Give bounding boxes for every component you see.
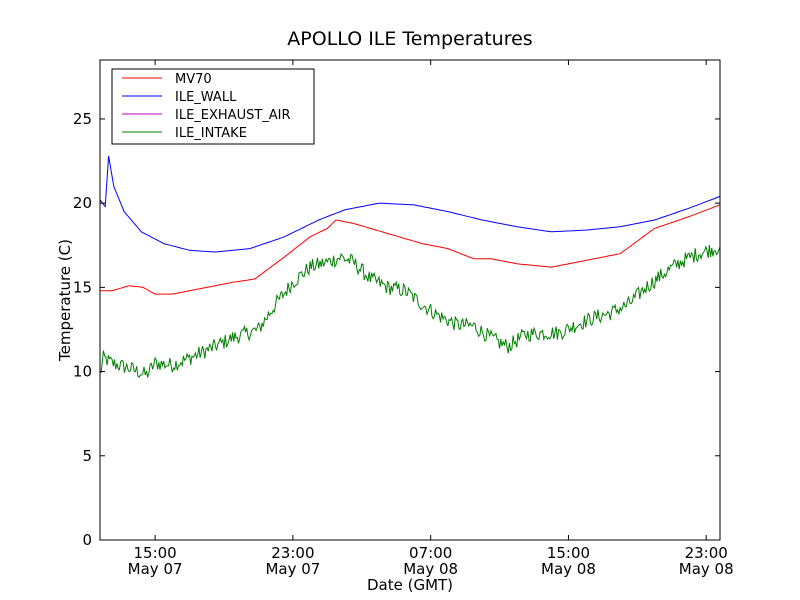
series-line-mv70 [100, 204, 721, 295]
y-axis-label: Temperature (C) [56, 239, 74, 362]
y-tick-label: 15 [73, 278, 92, 296]
x-axis-label: Date (GMT) [367, 576, 453, 594]
x-tick-label-time: 23:00 [685, 544, 728, 562]
axes-frame [99, 59, 721, 541]
y-tick-label: 25 [73, 110, 92, 128]
legend-label-ile-intake: ILE_INTAKE [175, 126, 247, 141]
chart-title: APOLLO ILE Temperatures [287, 28, 532, 50]
series-line-ile-intake [99, 244, 721, 378]
plot-area [99, 155, 721, 378]
x-tick-label-date: May 07 [265, 560, 320, 578]
x-tick-label-date: May 08 [541, 560, 596, 578]
legend-label-mv70: MV70 [175, 72, 212, 87]
legend: MV70 ILE_WALL ILE_EXHAUST_AIR ILE_INTAKE [111, 68, 315, 145]
legend-label-ile-wall: ILE_WALL [175, 90, 237, 105]
y-tick-label: 10 [73, 363, 92, 381]
x-tick-label-time: 15:00 [547, 544, 590, 562]
y-tick-label: 5 [82, 447, 92, 465]
legend-label-ile-exhaust-air: ILE_EXHAUST_AIR [175, 108, 291, 123]
x-tick-label-date: May 08 [679, 560, 734, 578]
x-tick-label-date: May 07 [128, 560, 183, 578]
x-tick-label-time: 23:00 [271, 544, 314, 562]
series-line-ile-wall [99, 155, 721, 253]
y-axis: 0 5 10 15 20 25 [73, 110, 720, 549]
x-tick-label-time: 15:00 [133, 544, 176, 562]
x-tick-label-time: 07:00 [409, 544, 452, 562]
y-tick-label: 0 [82, 531, 92, 549]
y-tick-label: 20 [73, 194, 92, 212]
x-tick-label-date: May 08 [403, 560, 458, 578]
